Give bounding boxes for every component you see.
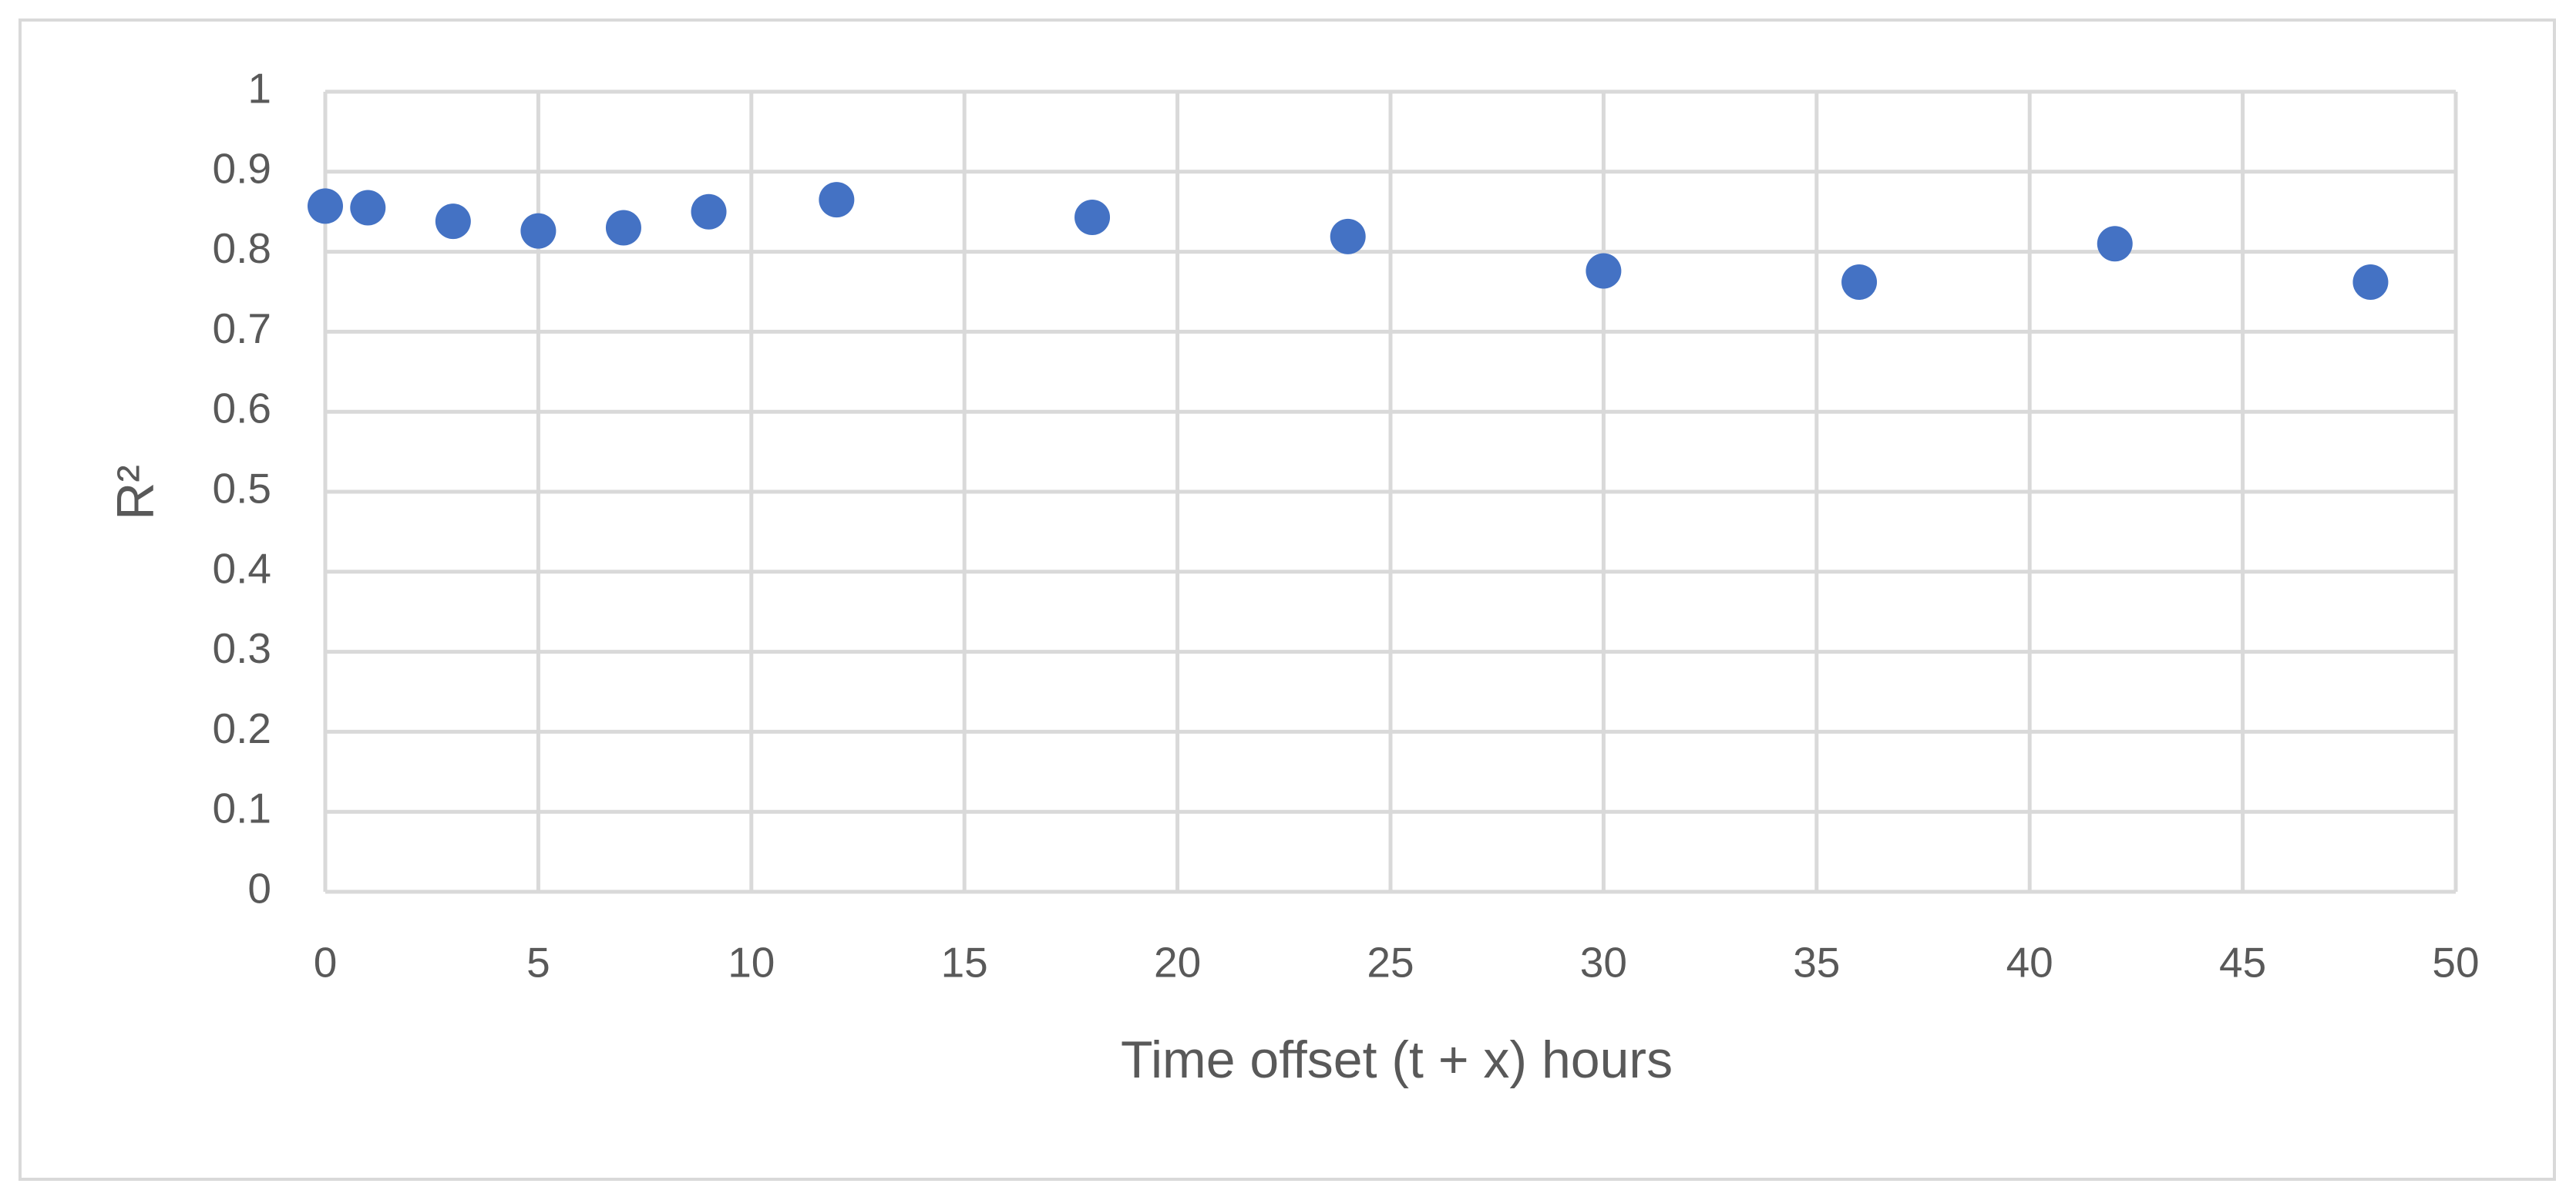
y-tick-label: 0.1 [213,785,271,832]
data-point [691,193,727,230]
data-point [605,210,641,246]
x-tick-label: 15 [941,939,988,987]
data-point [350,190,386,226]
y-tick-label: 0.8 [213,224,271,272]
data-point [2352,264,2389,301]
data-point [435,203,471,240]
data-point [819,182,855,218]
y-tick-label: 0 [247,865,271,913]
x-tick-label: 40 [2006,939,2053,987]
y-tick-label: 1 [247,65,271,113]
y-tick-label: 0.4 [213,544,271,592]
x-tick-label: 35 [1793,939,1840,987]
y-tick-label: 0.6 [213,385,271,432]
data-point [520,213,557,249]
data-point [2097,226,2133,262]
data-point [308,188,343,224]
data-point [1586,253,1622,289]
x-tick-label: 0 [314,939,338,987]
y-tick-label: 0.9 [213,144,271,192]
y-tick-label: 0.3 [213,624,271,672]
y-tick-label: 0.2 [213,704,271,752]
x-tick-label: 30 [1580,939,1627,987]
x-tick-label: 25 [1367,939,1414,987]
data-point [1330,218,1366,254]
chart-border [18,18,2556,1181]
x-tick-label: 45 [2219,939,2266,987]
y-tick-label: 0.7 [213,304,271,352]
x-tick-label: 20 [1154,939,1201,987]
x-tick-label: 50 [2432,939,2479,987]
x-tick-label: 5 [526,939,550,987]
y-axis-title: R² [106,465,165,520]
x-tick-label: 10 [728,939,775,987]
data-point [1841,264,1878,301]
y-tick-label: 0.5 [213,465,271,513]
data-point [1074,199,1111,235]
x-axis-title: Time offset (t + x) hours [1121,1031,1673,1089]
